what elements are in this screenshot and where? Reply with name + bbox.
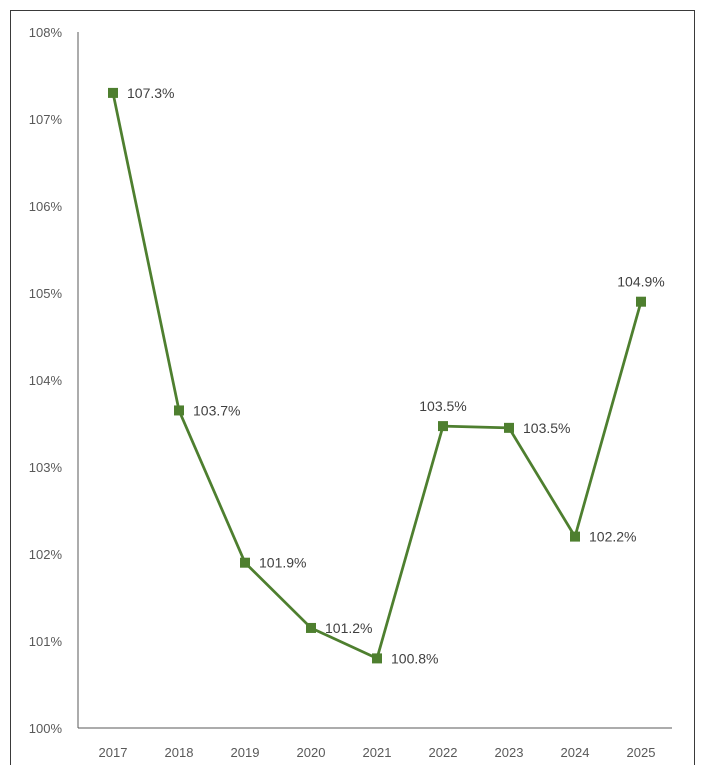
data-point-marker [372,653,382,664]
data-point-marker [240,557,250,568]
x-tick-label: 2024 [561,745,590,760]
data-label: 103.5% [419,398,466,414]
y-tick-label: 100% [29,721,63,736]
y-tick-label: 107% [29,112,63,127]
chart-frame [10,10,695,765]
data-point-marker [174,405,184,416]
data-label: 107.3% [127,85,174,101]
x-tick-label: 2019 [231,745,260,760]
x-axis-ticks: 2017 2018 2019 2020 2021 2022 2023 2024 2025 [99,745,656,760]
data-point-marker [438,421,448,432]
x-tick-label: 2022 [429,745,458,760]
y-tick-label: 105% [29,286,63,301]
y-axis-ticks: 100% 101% 102% 103% 104% 105% 106% 107% 108% [29,25,63,736]
data-label: 102.2% [589,529,636,545]
data-label: 104.9% [617,274,664,290]
data-label: 101.2% [325,620,372,636]
data-label: 101.9% [259,555,306,571]
y-tick-label: 104% [29,373,63,388]
y-tick-label: 103% [29,460,63,475]
data-label: 103.5% [523,420,570,436]
x-tick-label: 2023 [495,745,524,760]
data-labels: 107.3% 103.7% 101.9% 101.2% 100.8% 103.5% 103.… [127,85,665,667]
x-tick-label: 2025 [627,745,656,760]
y-tick-label: 101% [29,634,63,649]
data-point-marker [504,422,514,433]
data-label: 103.7% [193,402,240,418]
x-tick-label: 2018 [165,745,194,760]
x-tick-label: 2017 [99,745,128,760]
data-point-marker [108,87,118,98]
data-point-marker [570,531,580,542]
series-line [111,92,643,660]
y-tick-label: 108% [29,25,63,40]
data-label: 100.8% [391,650,438,666]
x-tick-label: 2020 [297,745,326,760]
data-point-marker [636,296,646,307]
series-markers [108,87,646,664]
y-tick-label: 106% [29,199,63,214]
x-tick-label: 2021 [363,745,392,760]
y-tick-label: 102% [29,547,63,562]
data-point-marker [306,622,316,633]
